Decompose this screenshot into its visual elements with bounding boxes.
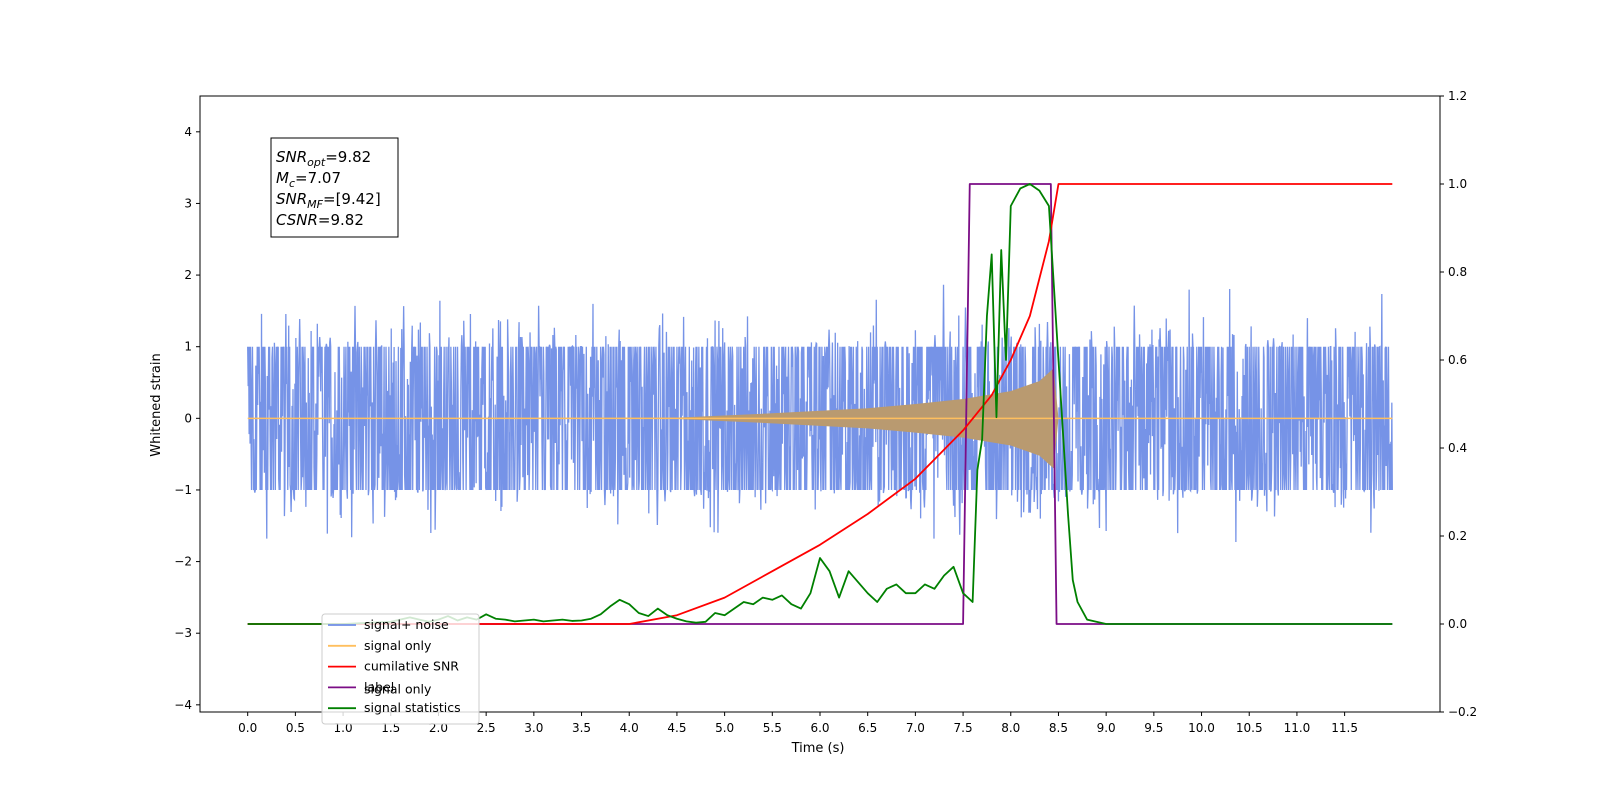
annotation-line: Mc=7.07 xyxy=(276,169,341,190)
legend: signal+ noise signal only cumilative SNR la… xyxy=(321,613,480,725)
x-tick-label: 10.5 xyxy=(1236,721,1263,735)
series-signal-statistics xyxy=(247,183,1393,625)
annotation-line: CSNR=9.82 xyxy=(276,211,364,229)
series-signal-noise xyxy=(247,284,1393,543)
y-left-tick-label: −2 xyxy=(174,555,192,569)
legend-label: signal+ noise xyxy=(364,617,449,632)
x-tick-label: 7.5 xyxy=(954,721,973,735)
y-left-tick-label: 4 xyxy=(184,125,192,139)
y-axis-right: −0.2 0.0 0.2 0.4 0.6 0.8 1.0 1.2 xyxy=(1440,89,1477,719)
x-tick-label: 0.5 xyxy=(286,721,305,735)
x-tick-label: 6.5 xyxy=(858,721,877,735)
x-tick-label: 7.0 xyxy=(906,721,925,735)
x-tick-label: 2.5 xyxy=(477,721,496,735)
x-axis: 0.0 0.5 1.0 1.5 2.0 2.5 3.0 3.5 4.0 4.5 5.0 5.5 6.0 6… xyxy=(238,712,1358,735)
y-left-tick-label: −1 xyxy=(174,483,192,497)
y-left-tick-label: 2 xyxy=(184,268,192,282)
legend-frame xyxy=(321,613,480,725)
legend-label: signal statistics xyxy=(364,700,461,715)
legend-label-signal-only-overlap: signal only xyxy=(364,681,432,696)
y-axis-label-left: Whitened strain xyxy=(149,353,164,456)
legend-label: cumilative SNR xyxy=(364,659,459,674)
y-left-tick-label: −4 xyxy=(174,698,192,712)
y-left-tick-label: 0 xyxy=(184,411,192,425)
y-right-tick-label: 1.2 xyxy=(1448,89,1467,103)
x-axis-label: Time (s) xyxy=(791,741,845,756)
y-axis-left: −4 −3 −2 −1 0 1 2 3 4 xyxy=(174,125,200,712)
x-tick-label: 11.5 xyxy=(1331,721,1358,735)
x-tick-label: 4.5 xyxy=(667,721,686,735)
x-tick-label: 11.0 xyxy=(1284,721,1311,735)
y-right-tick-label: 0.0 xyxy=(1448,617,1467,631)
x-tick-label: 9.5 xyxy=(1144,721,1163,735)
y-right-tick-label: 1.0 xyxy=(1448,177,1467,191)
plot-area xyxy=(247,183,1393,625)
y-left-tick-label: 3 xyxy=(184,196,192,210)
y-right-tick-label: 0.4 xyxy=(1448,441,1467,455)
annotation-line: SNRopt=9.82 xyxy=(276,148,371,169)
annotation-line: SNRMF=[9.42] xyxy=(276,190,381,211)
x-tick-label: 9.0 xyxy=(1097,721,1116,735)
y-left-tick-label: 1 xyxy=(184,340,192,354)
y-left-tick-label: −3 xyxy=(174,626,192,640)
x-tick-label: 10.0 xyxy=(1188,721,1215,735)
series-cumilative-snr xyxy=(247,183,1393,625)
x-tick-label: 5.0 xyxy=(715,721,734,735)
x-tick-label: 5.5 xyxy=(763,721,782,735)
legend-label: signal only xyxy=(364,638,432,653)
y-right-tick-label: 0.8 xyxy=(1448,265,1467,279)
x-tick-label: 8.0 xyxy=(1001,721,1020,735)
y-right-tick-label: 0.2 xyxy=(1448,529,1467,543)
x-tick-label: 8.5 xyxy=(1049,721,1068,735)
x-tick-label: 3.5 xyxy=(572,721,591,735)
x-tick-label: 3.0 xyxy=(524,721,543,735)
y-right-tick-label: 0.6 xyxy=(1448,353,1467,367)
legend-label: label xyxy=(364,679,394,694)
y-right-tick-label: −0.2 xyxy=(1448,705,1477,719)
x-tick-label: 6.0 xyxy=(810,721,829,735)
x-tick-label: 4.0 xyxy=(620,721,639,735)
annotation-frame xyxy=(270,137,399,238)
x-tick-label: 0.0 xyxy=(238,721,257,735)
